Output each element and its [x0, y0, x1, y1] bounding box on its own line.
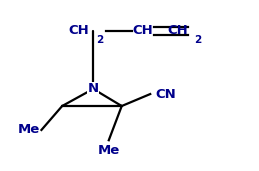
Text: Me: Me: [98, 144, 120, 157]
Text: 2: 2: [194, 35, 202, 45]
Text: CN: CN: [155, 88, 176, 101]
Text: CH: CH: [167, 24, 188, 37]
Text: N: N: [88, 82, 99, 95]
Text: Me: Me: [18, 123, 40, 136]
Text: CH: CH: [69, 24, 89, 37]
Text: 2: 2: [96, 35, 103, 45]
Text: CH: CH: [132, 24, 153, 37]
